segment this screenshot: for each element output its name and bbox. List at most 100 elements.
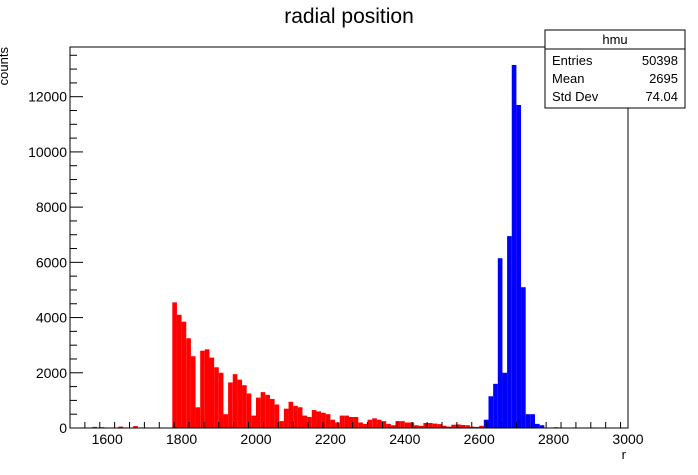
histogram-bar-s0-66 — [437, 424, 442, 428]
histogram-bar-s0-45 — [339, 415, 345, 428]
histogram-bar-s0-11 — [181, 321, 187, 428]
histogram-bar-s0-50 — [362, 423, 368, 428]
histogram-bar-s0-70 — [455, 424, 461, 428]
histogram-bar-s0-20 — [223, 414, 229, 428]
x-tick-label: 2000 — [240, 431, 271, 447]
histogram-bar-s0-75 — [479, 425, 484, 428]
x-tick-label: 2800 — [538, 431, 569, 447]
stats-entries-value: 50398 — [642, 53, 678, 68]
histogram-bar-s0-31 — [274, 404, 280, 428]
histogram-bar-s0-74 — [474, 426, 480, 428]
histogram-bar-s0-32 — [279, 421, 284, 428]
stats-stddev-label: Std Dev — [552, 89, 599, 104]
x-tick-label: 2600 — [464, 431, 495, 447]
histogram-bar-s1-9 — [525, 414, 531, 428]
x-tick-label: 1600 — [92, 431, 123, 447]
stats-box-name: hmu — [602, 32, 627, 47]
stats-entries-label: Entries — [552, 53, 593, 68]
histogram-bar-s0-18 — [214, 367, 219, 428]
y-tick-label: 0 — [59, 420, 67, 436]
histogram-bar-s0-25 — [246, 393, 252, 428]
histogram-bar-s1-12 — [539, 425, 545, 428]
histogram-bar-s0-22 — [232, 374, 238, 428]
x-tick-label: 3000 — [612, 431, 643, 447]
histogram-bar-s0-64 — [428, 423, 433, 428]
histogram-bar-s1-7 — [516, 104, 522, 428]
histogram-bar-s0-68 — [446, 426, 452, 428]
histogram-bar-s0-30 — [269, 399, 275, 428]
histogram-bar-s0-42 — [325, 414, 331, 428]
histogram-bar-s0-46 — [344, 415, 349, 428]
histogram-bar-s0-52 — [372, 418, 377, 428]
histogram-bar-s0-16 — [204, 349, 210, 428]
y-tick-label: 4000 — [36, 310, 67, 326]
histogram-bar-s0-9 — [172, 302, 177, 428]
stats-mean-label: Mean — [552, 71, 585, 86]
histogram-bars — [81, 64, 615, 429]
plot-frame — [69, 46, 629, 429]
histogram-bar-s0-37 — [302, 415, 308, 428]
histogram-bar-s0-38 — [307, 416, 312, 428]
histogram-bar-s0-51 — [367, 419, 373, 428]
histogram-bar-s0-69 — [451, 424, 456, 428]
histogram-bar-s0-54 — [381, 421, 387, 428]
x-tick-label: 1800 — [166, 431, 197, 447]
histogram-bar-s0-53 — [376, 419, 382, 428]
y-tick-label: 10000 — [28, 144, 67, 160]
x-axis-ticks: 1600 1800 2000 2200 2400 2600 2800 3000 — [69, 422, 644, 447]
histogram-bar-s0-28 — [260, 392, 266, 428]
histogram-bar-s0-29 — [265, 394, 270, 428]
histogram-bar-s0-49 — [358, 422, 363, 428]
stats-box-frame — [544, 29, 686, 109]
histogram-bar-s1-10 — [530, 414, 535, 428]
x-axis-label: r — [622, 447, 627, 462]
histogram-bar-s0-26 — [251, 415, 256, 428]
histogram-bar-s0-56 — [390, 425, 396, 428]
histogram-bar-s1-3 — [497, 258, 503, 428]
y-axis-ticks: 0 2000 4000 6000 8000 10000 12000 — [28, 54, 83, 436]
histogram-bar-s0-21 — [228, 382, 233, 428]
histogram-bar-s0-12 — [186, 338, 191, 428]
histogram-bar-s0-72 — [465, 425, 470, 428]
histogram-bar-s0-71 — [460, 424, 466, 428]
histogram-bar-s0-33 — [283, 408, 289, 428]
histogram-bar-s0-55 — [386, 423, 391, 428]
histogram-bar-s1-8 — [521, 287, 526, 428]
y-tick-label: 2000 — [36, 365, 67, 381]
histogram-bar-s0-62 — [418, 425, 424, 428]
histogram-bar-s0-4 — [118, 426, 124, 428]
x-tick-label: 2200 — [315, 431, 346, 447]
histogram-bar-s0-39 — [311, 410, 317, 428]
histogram-bar-s0-61 — [414, 425, 419, 428]
histogram-bar-s0-15 — [200, 350, 205, 428]
histogram-bar-s0-41 — [321, 412, 326, 428]
stats-mean-value: 2695 — [649, 71, 678, 86]
histogram-bar-s0-27 — [256, 397, 261, 428]
histogram-bar-s1-6 — [511, 64, 517, 428]
chart-title: radial position — [284, 5, 414, 28]
stats-box: hmu Entries 50398 Mean 2695 Std Dev 74.0… — [544, 29, 686, 109]
histogram-bar-s0-23 — [237, 379, 243, 428]
histogram-bar-s0-34 — [288, 401, 294, 428]
histogram-bar-s0-63 — [423, 423, 429, 428]
histogram-bar-s0-35 — [293, 405, 298, 428]
histogram-bar-s1-2 — [493, 383, 498, 428]
y-axis-label: counts — [0, 47, 11, 86]
histogram-bar-s0-10 — [176, 314, 182, 428]
histogram-bar-s0-17 — [209, 357, 215, 428]
histogram-bar-s0-19 — [218, 372, 224, 428]
histogram-bar-s0-13 — [190, 356, 196, 428]
x-tick-label: 2400 — [389, 431, 420, 447]
histogram-bar-s0-6 — [133, 426, 138, 428]
y-tick-label: 8000 — [36, 199, 67, 215]
histogram-bar-s0-36 — [297, 407, 303, 428]
histogram-bar-s0-59 — [404, 422, 410, 428]
y-tick-label: 6000 — [36, 254, 67, 270]
histogram-bar-s0-67 — [442, 425, 447, 428]
histogram-bar-s0-43 — [330, 419, 336, 428]
histogram-bar-s1-1 — [488, 396, 494, 428]
histogram-bar-s0-58 — [400, 421, 405, 428]
histogram-bar-s0-1 — [92, 426, 97, 428]
histogram-bar-s1-5 — [507, 236, 512, 428]
